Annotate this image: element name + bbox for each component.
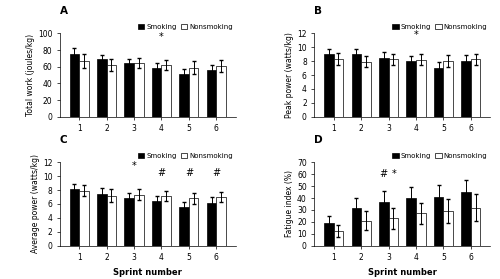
Bar [334,59,344,117]
Bar [134,63,143,117]
Y-axis label: Fatigue index (%): Fatigue index (%) [286,170,294,237]
Bar [416,60,426,117]
Text: #: # [379,169,387,179]
Legend: Smoking, Nonsmoking: Smoking, Nonsmoking [135,150,235,162]
Bar [162,196,171,246]
Bar [352,208,361,246]
Text: A: A [60,6,68,16]
Bar [162,65,171,117]
Bar [406,198,416,246]
Bar [106,196,116,246]
Bar [444,211,453,246]
Bar [434,68,444,117]
Text: *: * [159,32,164,42]
Bar [416,213,426,246]
Bar [189,198,198,246]
X-axis label: Sprint number: Sprint number [368,268,436,277]
Bar [189,68,198,117]
Bar [324,223,334,246]
Bar [216,66,226,117]
Legend: Smoking, Nonsmoking: Smoking, Nonsmoking [390,21,490,33]
Bar [97,59,106,117]
Bar [206,203,216,246]
Y-axis label: Peak power (watts/kg): Peak power (watts/kg) [286,32,294,118]
Bar [97,194,106,246]
Bar [434,197,444,246]
Bar [124,63,134,117]
Text: #: # [158,168,166,178]
Bar [79,191,89,246]
Bar [124,198,134,246]
Bar [471,59,480,117]
Bar [206,70,216,117]
Bar [334,231,344,246]
Bar [388,59,398,117]
Bar [180,74,189,117]
Bar [461,192,471,246]
Bar [106,65,116,117]
Bar [352,54,361,117]
Bar [379,58,388,117]
Bar [361,62,370,117]
Y-axis label: Total work (joules/kg): Total work (joules/kg) [26,34,35,116]
Bar [324,54,334,117]
Legend: Smoking, Nonsmoking: Smoking, Nonsmoking [135,21,235,33]
Text: B: B [314,6,322,16]
Bar [406,61,416,117]
Bar [388,218,398,246]
Bar [379,201,388,246]
Text: *: * [414,30,418,40]
X-axis label: Sprint number: Sprint number [114,268,182,277]
Bar [180,207,189,246]
Bar [216,197,226,246]
Y-axis label: Average power (watts/kg): Average power (watts/kg) [31,155,40,253]
Bar [152,201,162,246]
Bar [79,61,89,117]
Bar [152,68,162,117]
Text: D: D [314,135,323,145]
Bar [471,208,480,246]
Legend: Smoking, Nonsmoking: Smoking, Nonsmoking [390,150,490,162]
Bar [444,61,453,117]
Bar [70,54,79,117]
Bar [70,189,79,246]
Text: *: * [392,169,396,179]
Bar [134,195,143,246]
Bar [461,61,471,117]
Text: C: C [60,135,68,145]
Text: #: # [212,168,220,178]
Text: *: * [132,161,136,171]
Text: #: # [185,168,193,178]
Bar [361,221,370,246]
